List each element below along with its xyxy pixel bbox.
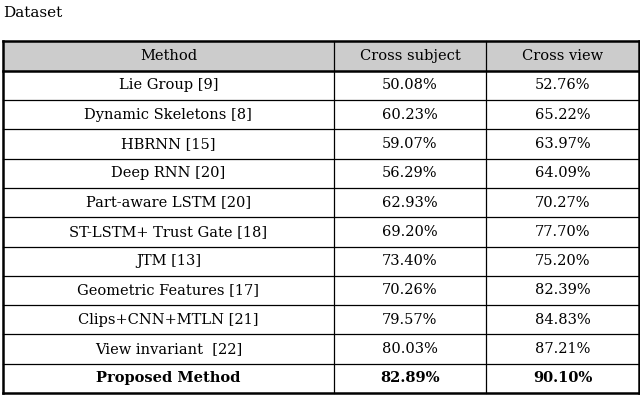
Text: 70.26%: 70.26% [382, 284, 438, 297]
Text: 90.10%: 90.10% [532, 371, 592, 386]
Text: 73.40%: 73.40% [382, 254, 438, 268]
Text: Lie Group [9]: Lie Group [9] [118, 79, 218, 92]
Text: 64.09%: 64.09% [534, 166, 590, 180]
Text: 62.93%: 62.93% [382, 196, 438, 210]
Text: 75.20%: 75.20% [534, 254, 590, 268]
Text: 80.03%: 80.03% [382, 342, 438, 356]
Text: 60.23%: 60.23% [382, 108, 438, 122]
Text: 82.89%: 82.89% [380, 371, 440, 386]
Text: ST-LSTM+ Trust Gate [18]: ST-LSTM+ Trust Gate [18] [69, 225, 268, 239]
Text: Dataset: Dataset [3, 6, 63, 20]
Text: Part-aware LSTM [20]: Part-aware LSTM [20] [86, 196, 251, 210]
Text: Cross view: Cross view [522, 49, 603, 63]
Bar [3, 41, 639, 71]
Text: Clips+CNN+MTLN [21]: Clips+CNN+MTLN [21] [78, 313, 259, 327]
Text: Proposed Method: Proposed Method [96, 371, 241, 386]
Text: Deep RNN [20]: Deep RNN [20] [111, 166, 225, 180]
Text: 77.70%: 77.70% [534, 225, 590, 239]
Text: Dynamic Skeletons [8]: Dynamic Skeletons [8] [84, 108, 252, 122]
Text: 63.97%: 63.97% [534, 137, 590, 151]
Text: 65.22%: 65.22% [534, 108, 590, 122]
Text: 84.83%: 84.83% [534, 313, 590, 327]
Text: 52.76%: 52.76% [534, 79, 590, 92]
Text: 59.07%: 59.07% [382, 137, 438, 151]
Text: 56.29%: 56.29% [382, 166, 438, 180]
Text: 69.20%: 69.20% [382, 225, 438, 239]
Text: 79.57%: 79.57% [382, 313, 438, 327]
Text: JTM [13]: JTM [13] [136, 254, 201, 268]
Text: 70.27%: 70.27% [534, 196, 590, 210]
Text: Cross subject: Cross subject [360, 49, 460, 63]
Text: View invariant  [22]: View invariant [22] [95, 342, 242, 356]
Text: HBRNN [15]: HBRNN [15] [121, 137, 216, 151]
Text: 50.08%: 50.08% [382, 79, 438, 92]
Text: 82.39%: 82.39% [534, 284, 590, 297]
Text: Method: Method [140, 49, 197, 63]
Text: Geometric Features [17]: Geometric Features [17] [77, 284, 259, 297]
Text: 87.21%: 87.21% [535, 342, 590, 356]
